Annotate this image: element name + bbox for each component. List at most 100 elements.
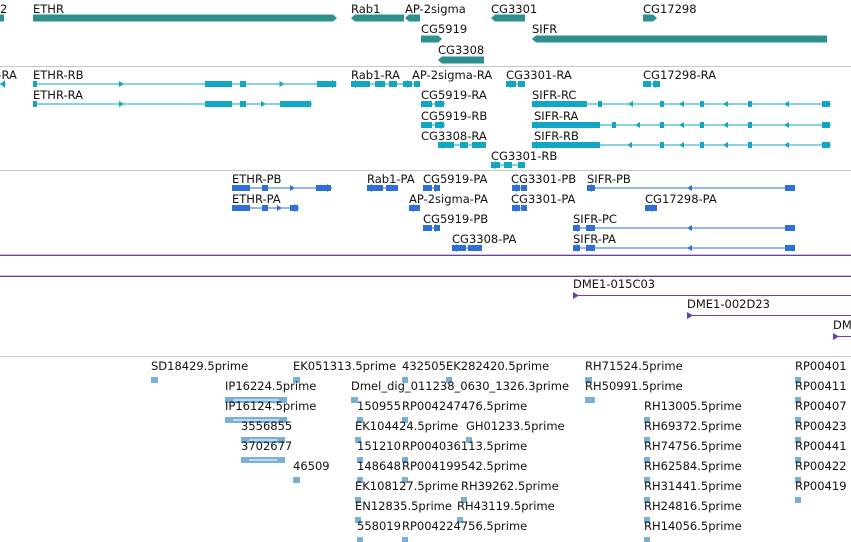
3702677-label[interactable]: 3702677 <box>241 439 293 453</box>
ek104424-5prime-glyph[interactable] <box>355 437 361 443</box>
rp004247476-5prime-label[interactable]: RP004247476.5prime <box>402 399 528 413</box>
sifr-ra-label[interactable]: SIFR-RA <box>534 109 579 123</box>
cg3308-ra-glyph[interactable] <box>438 141 486 149</box>
rh14056-5prime-glyph[interactable] <box>644 537 650 542</box>
sifr-rc-label[interactable]: SIFR-RC <box>532 88 577 102</box>
cg17298-pa-label[interactable]: CG17298-PA <box>645 192 717 206</box>
150955-glyph[interactable] <box>357 417 363 423</box>
rh62584-5prime-label[interactable]: RH62584.5prime <box>644 459 742 473</box>
ap-2sigma-pa-label[interactable]: AP-2sigma-PA <box>409 192 488 206</box>
rp00441-label[interactable]: RP00441 <box>795 439 847 453</box>
cg3308-glyph[interactable] <box>438 56 484 64</box>
cg17298-pa-glyph[interactable] <box>645 204 657 212</box>
protein-track-glyphs[interactable] <box>0 171 851 254</box>
ethr-ra-label[interactable]: ETHR-RA <box>33 88 84 102</box>
rp00423-glyph[interactable] <box>795 437 801 443</box>
150955-label[interactable]: 150955 <box>357 399 401 413</box>
rp00419-glyph[interactable] <box>795 497 801 503</box>
ethr-glyph[interactable] <box>33 14 337 22</box>
cg3308-pa-label[interactable]: CG3308-PA <box>452 232 517 246</box>
cg3301-pb-glyph[interactable] <box>512 184 527 192</box>
rh71524-5prime-glyph[interactable] <box>585 377 592 383</box>
151210-glyph[interactable] <box>357 457 363 463</box>
cg3301-pa-glyph[interactable] <box>512 204 527 212</box>
ek108127-5prime-label[interactable]: EK108127.5prime <box>355 479 459 493</box>
rh69372-5prime-label[interactable]: RH69372.5prime <box>644 419 742 433</box>
cg3301-ra-label[interactable]: CG3301-RA <box>506 68 572 82</box>
ek282420-5prime-glyph[interactable] <box>446 377 452 383</box>
46509-glyph[interactable] <box>293 477 300 483</box>
sifr-pb-label[interactable]: SIFR-PB <box>587 172 631 186</box>
rab1-pa-glyph[interactable] <box>367 184 398 192</box>
ap-2sigma-label[interactable]: AP-2sigma <box>405 2 466 16</box>
cg17298-glyph[interactable] <box>643 14 657 22</box>
ek282420-5prime-label[interactable]: EK282420.5prime <box>446 359 550 373</box>
rab1-pa-label[interactable]: Rab1-PA <box>367 172 415 186</box>
rh43119-5prime-label[interactable]: RH43119.5prime <box>457 499 555 513</box>
sifr-ra-glyph[interactable] <box>532 121 831 129</box>
dme1-015c03-label[interactable]: DME1-015C03 <box>573 277 656 291</box>
ip16124-5prime-label[interactable]: IP16124.5prime <box>225 399 317 413</box>
rh13005-5prime-glyph[interactable] <box>644 417 650 423</box>
rh14056-5prime-label[interactable]: RH14056.5prime <box>644 519 742 533</box>
148648-label[interactable]: 148648 <box>357 459 401 473</box>
cg17298-ra-glyph[interactable] <box>643 80 660 88</box>
558019-label[interactable]: 558019 <box>357 519 401 533</box>
sifr-pc-label[interactable]: SIFR-PC <box>573 212 617 226</box>
rh31441-5prime-label[interactable]: RH31441.5prime <box>644 479 742 493</box>
cg3301-rb-glyph[interactable] <box>491 161 525 169</box>
rh50991-5prime-glyph[interactable] <box>585 397 595 403</box>
ethr-ra-glyph[interactable] <box>33 100 312 108</box>
rp00423-label[interactable]: RP00423 <box>795 419 847 433</box>
rp004036113-5prime-glyph[interactable] <box>402 457 408 463</box>
en12835-5prime-label[interactable]: EN12835.5prime <box>355 499 452 513</box>
rp004199542-5prime-label[interactable]: RP004199542.5prime <box>402 459 528 473</box>
ek051313-5prime-label[interactable]: EK051313.5prime <box>293 359 397 373</box>
3556855-label[interactable]: 3556855 <box>241 419 293 433</box>
ip16224-5prime-glyph[interactable] <box>225 397 287 403</box>
rh69372-5prime-glyph[interactable] <box>644 437 650 443</box>
rh43119-5prime-glyph[interactable] <box>457 517 463 523</box>
sifr-pa-label[interactable]: SIFR-PA <box>573 232 617 246</box>
rp00419-label[interactable]: RP00419 <box>795 479 847 493</box>
ap-2sigma-pa-glyph[interactable] <box>409 204 420 212</box>
rp00441-glyph[interactable] <box>795 457 801 463</box>
ap-2sigma-ra-label[interactable]: AP-2sigma-RA <box>412 68 493 82</box>
3556855-glyph[interactable] <box>241 437 285 443</box>
ap-2sigma-ra-glyph[interactable] <box>403 80 420 88</box>
sifr-pc-glyph[interactable] <box>573 224 795 232</box>
ethr-rb-label[interactable]: ETHR-RB <box>33 68 84 82</box>
ethr-label[interactable]: ETHR <box>33 2 64 16</box>
rh74756-5prime-glyph[interactable] <box>644 457 650 463</box>
cg3301-rb-label[interactable]: CG3301-RB <box>491 149 558 163</box>
gh01233-5prime-glyph[interactable] <box>466 437 472 443</box>
rh13005-5prime-label[interactable]: RH13005.5prime <box>644 399 742 413</box>
rh50991-5prime-label[interactable]: RH50991.5prime <box>585 379 683 393</box>
gene-track-glyphs[interactable] <box>0 0 851 66</box>
2-label[interactable]: 2 <box>0 2 8 16</box>
cg17298-label[interactable]: CG17298 <box>643 2 697 16</box>
rp00401-glyph[interactable] <box>795 377 801 383</box>
558019-glyph[interactable] <box>357 537 363 542</box>
cg17298-ra-label[interactable]: CG17298-RA <box>643 68 717 82</box>
cg3301-label[interactable]: CG3301 <box>491 2 538 16</box>
432505-glyph[interactable] <box>402 377 408 383</box>
432505-label[interactable]: 432505 <box>402 359 446 373</box>
rp00407-label[interactable]: RP00407 <box>795 399 847 413</box>
gh01233-5prime-label[interactable]: GH01233.5prime <box>466 419 565 433</box>
mrna-track-glyphs[interactable] <box>0 67 851 170</box>
rh39262-5prime-glyph[interactable] <box>461 497 467 503</box>
sifr-glyph[interactable] <box>532 35 827 43</box>
rh62584-5prime-glyph[interactable] <box>644 477 650 483</box>
2-ra-glyph[interactable] <box>0 80 6 88</box>
cg3308-label[interactable]: CG3308 <box>438 43 485 57</box>
148648-glyph[interactable] <box>357 477 363 483</box>
cg5919-rb-label[interactable]: CG5919-RB <box>421 109 488 123</box>
dme1-002d23-label[interactable]: DME1-002D23 <box>687 297 770 311</box>
cg5919-rb-glyph[interactable] <box>421 121 445 129</box>
ip16224-5prime-label[interactable]: IP16224.5prime <box>225 379 317 393</box>
rab1-ra-glyph[interactable] <box>351 80 408 88</box>
cg5919-pa-label[interactable]: CG5919-PA <box>423 172 488 186</box>
cg3308-ra-label[interactable]: CG3308-RA <box>421 129 487 143</box>
rp004199542-5prime-glyph[interactable] <box>402 477 408 483</box>
